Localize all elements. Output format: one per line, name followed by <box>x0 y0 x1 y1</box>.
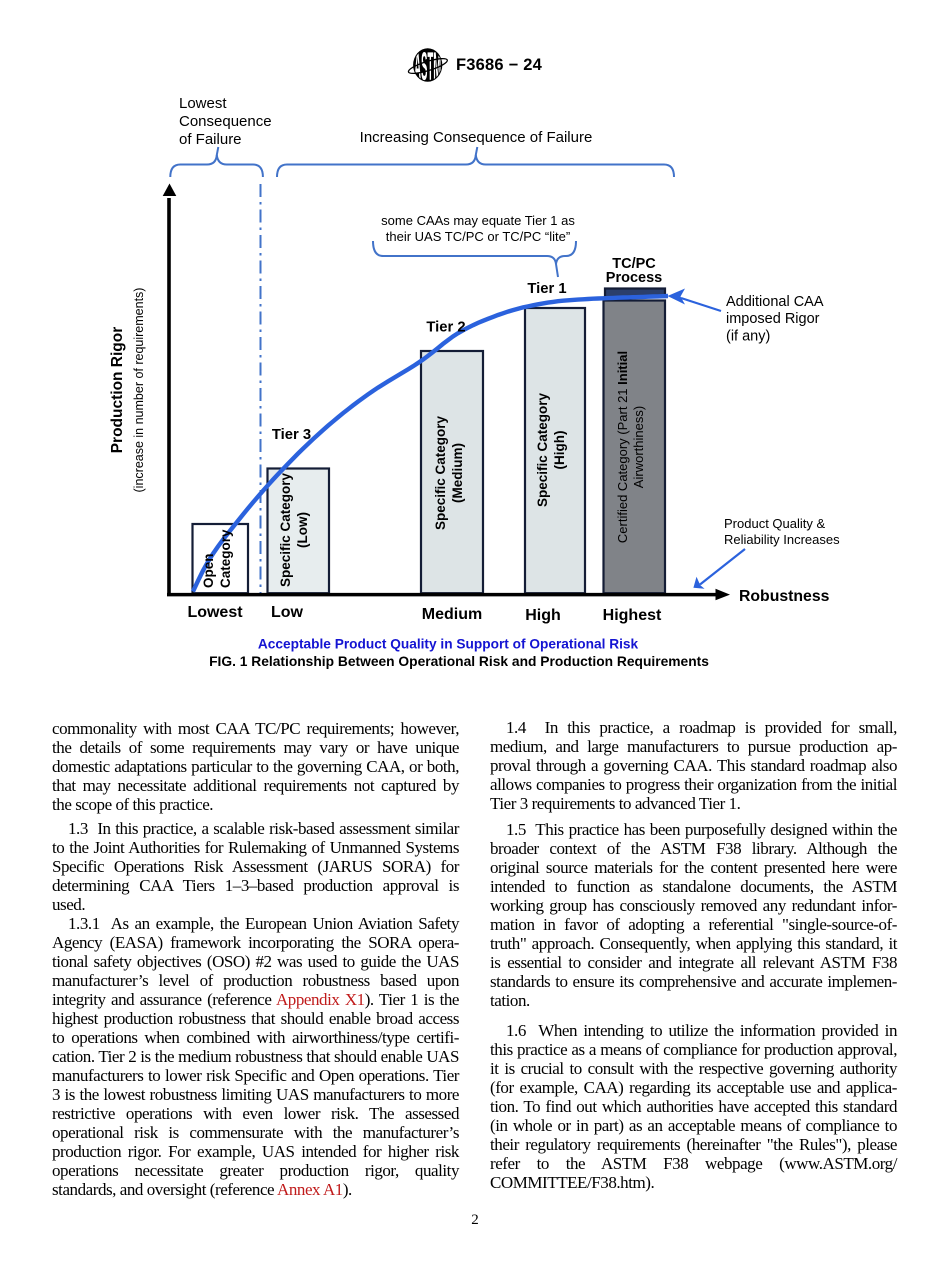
svg-text:Airworthiness): Airworthiness) <box>631 406 646 488</box>
svg-text:of Failure: of Failure <box>179 131 242 148</box>
svg-text:(if any): (if any) <box>726 329 770 345</box>
svg-text:Low: Low <box>271 604 304 621</box>
svg-text:Lowest: Lowest <box>187 604 243 621</box>
svg-text:Process: Process <box>606 270 662 286</box>
svg-text:Certified Category (Part 21 In: Certified Category (Part 21 Initial <box>615 351 630 543</box>
svg-text:Tier 2: Tier 2 <box>426 320 465 336</box>
svg-text:their UAS TC/PC or TC/PC “lite: their UAS TC/PC or TC/PC “lite” <box>386 229 570 244</box>
svg-text:Acceptable Product Quality in: Acceptable Product Quality in Support of… <box>258 637 639 652</box>
svg-text:Medium: Medium <box>422 606 482 623</box>
svg-text:Lowest: Lowest <box>179 95 227 112</box>
svg-text:(increase in number of require: (increase in number of requirements) <box>132 288 146 493</box>
svg-text:High: High <box>525 607 561 624</box>
svg-text:Consequence: Consequence <box>179 113 272 130</box>
svg-text:(Low): (Low) <box>295 512 310 548</box>
svg-text:Tier 1: Tier 1 <box>527 281 566 297</box>
svg-text:Increasing Consequence of Fail: Increasing Consequence of Failure <box>360 129 593 146</box>
svg-text:some CAAs may equate Tier 1 as: some CAAs may equate Tier 1 as <box>381 213 575 228</box>
svg-text:Category: Category <box>218 529 233 588</box>
svg-text:Tier 3: Tier 3 <box>272 427 311 443</box>
svg-text:FIG. 1 Relationship Between Op: FIG. 1 Relationship Between Operational … <box>209 654 709 669</box>
svg-text:Specific Category: Specific Category <box>535 392 550 507</box>
svg-text:Specific Category: Specific Category <box>278 472 293 587</box>
svg-text:Production Rigor: Production Rigor <box>109 327 126 454</box>
svg-text:imposed Rigor: imposed Rigor <box>726 311 820 327</box>
svg-text:(High): (High) <box>552 431 567 470</box>
svg-text:(Medium): (Medium) <box>450 443 465 503</box>
svg-text:Open: Open <box>201 553 216 588</box>
svg-text:Product Quality &: Product Quality & <box>724 516 825 531</box>
svg-text:Reliability Increases: Reliability Increases <box>724 532 840 547</box>
svg-text:Additional CAA: Additional CAA <box>726 294 824 310</box>
svg-text:Highest: Highest <box>603 607 662 624</box>
svg-text:Specific Category: Specific Category <box>433 415 448 530</box>
svg-text:Robustness: Robustness <box>739 588 830 605</box>
svg-text:TC/PC: TC/PC <box>612 256 656 272</box>
